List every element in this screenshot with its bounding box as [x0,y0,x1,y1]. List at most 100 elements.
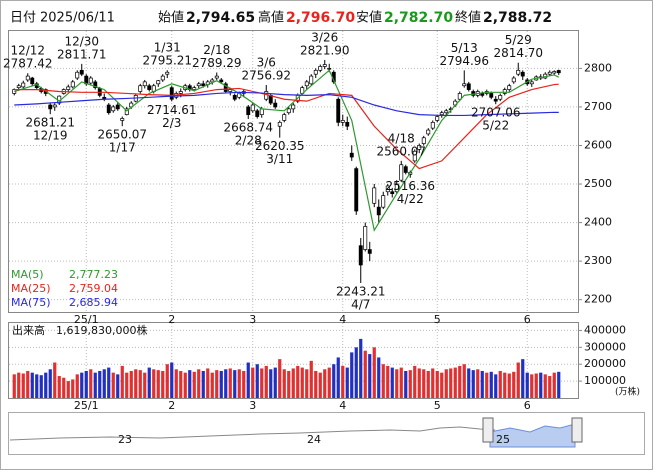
x-tick-label: 4 [339,313,346,326]
volume-bar [341,365,345,398]
y-tick-label: 2600 [584,138,612,151]
x-tick-label: 3 [249,399,256,412]
ma-line [14,83,559,170]
y-tick-label: 200000 [584,357,626,370]
volume-bar [548,376,552,398]
volume-bar [480,370,484,398]
candle-body [286,108,291,114]
candle-body [111,106,116,112]
candle-body [340,120,345,123]
annotation-value: 2795.21 [142,54,192,68]
volume-bar [242,370,246,398]
annotation-date: 4/18 [388,131,415,145]
date-label: 日付 [10,11,36,26]
candle-body [156,80,161,85]
volume-bar [39,375,43,398]
volume-bar [399,367,403,398]
candle-body [124,108,129,115]
annotation-value: 2821.90 [300,43,350,57]
candle-body [466,83,471,90]
navigator-selection[interactable] [489,423,576,448]
volume-bar [188,370,192,398]
x-tick-label: 3 [249,313,256,326]
volume-bar [323,369,327,398]
x-tick-label: 4 [339,399,346,412]
navigator-handle[interactable] [482,417,494,443]
volume-bar [530,374,534,398]
candle-body [120,118,125,121]
candle-body [201,83,206,87]
y-tick-label: 2800 [584,61,612,74]
annotation-value: 2811.71 [57,47,107,61]
annotation-value: 2756.92 [241,68,291,82]
volume-bar [35,374,39,398]
volume-bar [390,367,394,398]
volume-bar [503,372,507,398]
volume-bar [426,370,430,398]
volume-bar [206,368,210,398]
volume-bar [318,372,322,398]
low-label: 安値 [356,10,382,26]
candle-body [48,104,53,110]
volume-bar [134,369,138,398]
volume-bar [404,370,408,398]
y-tick-label: 100000 [584,374,626,387]
candle-body [372,187,377,204]
candle-body [349,152,354,158]
annotation-value: 2243.21 [336,285,386,299]
annotation-date: 12/19 [33,129,68,143]
volume-bar [300,367,304,398]
volume-bar [179,370,183,398]
legend-value: 2,777.23 [69,268,118,281]
volume-bar [372,347,376,398]
navigator-handle[interactable] [571,417,583,443]
candle-body [556,70,561,74]
volume-bar [17,372,21,398]
volume-bar [107,367,111,398]
candle-body [21,82,26,88]
volume-bar [462,364,466,398]
annotation-value: 2668.74 [223,120,273,134]
volume-bar [224,369,228,398]
legend-name: MA(25) [11,282,51,295]
volume-bar [422,369,426,398]
annotation-value: 2714.61 [147,103,197,117]
volume-title: 出来高 1,619,830,000株 [12,323,147,337]
candle-body [511,77,516,83]
x-tick-label: 2 [168,399,175,412]
volume-bar [201,370,205,398]
annotation-date: 5/22 [482,119,509,133]
candle-body [25,75,30,81]
candle-body [79,69,84,75]
candle-body [88,77,93,84]
annotation-date: 3/6 [257,55,276,69]
ma-line [14,91,559,117]
annotation-value: 2681.21 [25,116,75,130]
navigator-label: 23 [118,433,132,446]
volume-bar [534,373,538,398]
candle-body [277,122,282,127]
candle-body [516,69,521,75]
volume-bar [75,374,79,398]
volume-bar [237,369,241,398]
volume-bar [309,360,313,398]
volume-bar [278,359,282,398]
volume-bar [174,369,178,398]
candle-body [169,87,174,100]
candle-body [259,108,264,115]
annotation-value: 2620.35 [255,139,305,153]
candle-body [547,71,552,75]
candle-body [354,168,359,212]
volume-bar [170,362,174,398]
candle-body [246,106,251,115]
volume-bar [66,381,70,398]
candle-body [178,91,183,94]
candle-body [322,64,327,67]
y-tick-label: 2400 [584,216,612,229]
volume-bar [165,364,169,398]
volume-bar [269,369,273,398]
annotation-date: 3/11 [266,152,293,166]
legend-value: 2,759.04 [69,282,118,295]
